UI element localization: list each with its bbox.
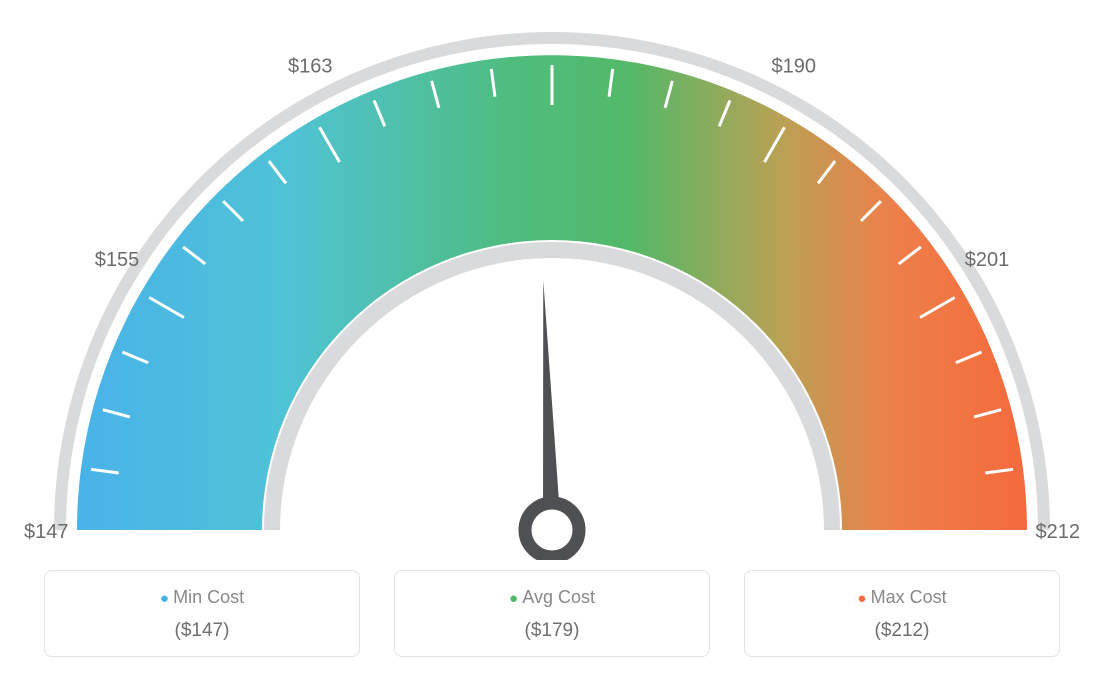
legend-card-max: Max Cost ($212) (744, 570, 1060, 657)
legend-min-value: ($147) (55, 620, 349, 642)
gauge-tick-label: $212 (1036, 521, 1081, 543)
legend-card-avg: Avg Cost ($179) (394, 570, 710, 657)
gauge-needle-hub (525, 503, 579, 557)
gauge-tick-label: $179 (530, 0, 575, 3)
legend-card-min: Min Cost ($147) (44, 570, 360, 657)
legend-avg-value: ($179) (405, 620, 699, 642)
gauge-tick-label: $201 (965, 249, 1010, 271)
gauge-tick-label: $190 (772, 56, 817, 78)
cost-gauge: $147 $155 $163 $179 $190 $201 $212 (0, 0, 1104, 560)
legend-avg-label: Avg Cost (405, 587, 699, 608)
gauge-tick-label: $147 (24, 521, 69, 543)
legend-max-value: ($212) (755, 620, 1049, 642)
legend-max-label: Max Cost (755, 587, 1049, 608)
gauge-tick-label: $155 (95, 249, 140, 271)
gauge-tick-label: $163 (288, 56, 333, 78)
gauge-svg: $147 $155 $163 $179 $190 $201 $212 (0, 0, 1104, 560)
legend-min-label: Min Cost (55, 587, 349, 608)
legend-row: Min Cost ($147) Avg Cost ($179) Max Cost… (0, 570, 1104, 657)
